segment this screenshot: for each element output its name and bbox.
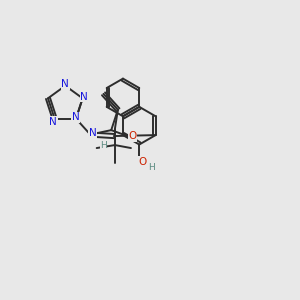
- Text: O: O: [139, 157, 147, 167]
- Text: N: N: [80, 92, 88, 102]
- Text: N: N: [89, 128, 97, 138]
- Text: N: N: [72, 112, 80, 122]
- Text: N: N: [61, 79, 69, 89]
- Text: O: O: [129, 131, 137, 141]
- Text: H: H: [148, 163, 155, 172]
- Text: H: H: [100, 141, 107, 150]
- Text: N: N: [49, 117, 57, 127]
